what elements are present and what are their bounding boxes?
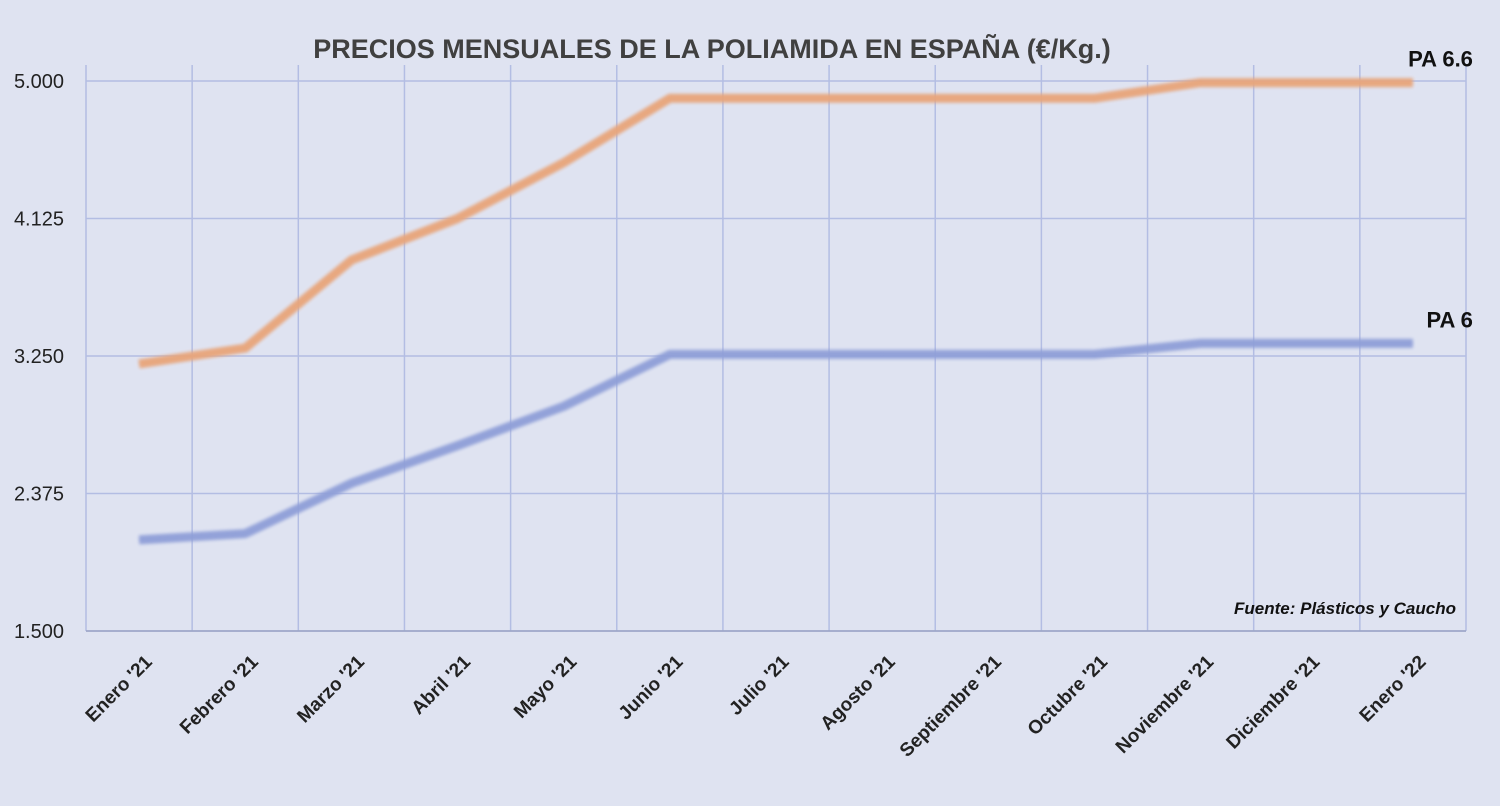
data-point xyxy=(774,352,778,356)
y-tick-label: 1.500 xyxy=(14,621,64,643)
series-line-pa6 xyxy=(138,338,1413,545)
series-lines xyxy=(137,78,1415,545)
data-point xyxy=(986,352,990,356)
data-point xyxy=(137,362,141,366)
data-point xyxy=(880,96,884,100)
data-point xyxy=(349,481,353,485)
data-point xyxy=(1092,96,1096,100)
labels: PA 6.6 PA 6 xyxy=(1408,47,1473,333)
data-point xyxy=(1305,81,1309,85)
y-tick-label: 2.375 xyxy=(14,484,64,506)
data-point xyxy=(1199,341,1203,345)
data-point xyxy=(1411,81,1415,85)
data-point xyxy=(243,346,247,350)
chart-title: PRECIOS MENSUALES DE LA POLIAMIDA EN ESP… xyxy=(313,33,1111,64)
data-point xyxy=(349,258,353,262)
series-label: PA 6.6 xyxy=(1408,47,1473,72)
data-point xyxy=(243,532,247,536)
y-tick-label: 4.125 xyxy=(14,209,64,231)
y-tick-label: 5.000 xyxy=(14,71,64,93)
data-point xyxy=(774,96,778,100)
y-tick-label: 3.250 xyxy=(14,346,64,368)
data-point xyxy=(456,217,460,221)
data-point xyxy=(880,352,884,356)
data-point xyxy=(562,404,566,408)
data-point xyxy=(986,96,990,100)
data-point xyxy=(1199,81,1203,85)
data-point xyxy=(668,96,672,100)
data-point xyxy=(562,161,566,165)
data-point xyxy=(1305,341,1309,345)
data-point xyxy=(1411,341,1415,345)
series-line-pa66 xyxy=(138,78,1413,369)
data-point xyxy=(456,444,460,448)
data-point xyxy=(668,352,672,356)
data-point xyxy=(137,538,141,542)
data-point xyxy=(1092,352,1096,356)
series-label: PA 6 xyxy=(1426,307,1472,332)
source-annotation: Fuente: Plásticos y Caucho xyxy=(1234,599,1456,618)
